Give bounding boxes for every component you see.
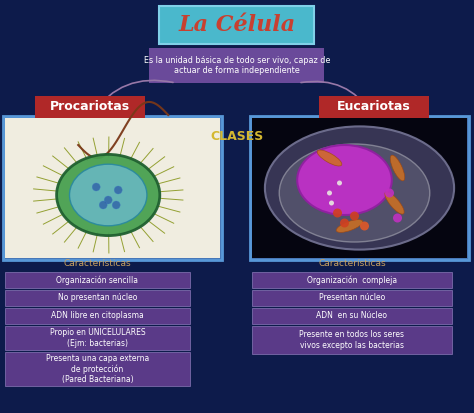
Text: Características: Características <box>64 259 131 268</box>
Bar <box>5 290 190 306</box>
Ellipse shape <box>265 126 454 249</box>
Circle shape <box>385 188 394 197</box>
Bar <box>252 290 452 306</box>
Text: Presente en todos los seres
vivos excepto las bacterias: Presente en todos los seres vivos except… <box>300 330 404 350</box>
Bar <box>252 326 452 354</box>
Circle shape <box>329 200 334 206</box>
Bar <box>252 272 452 288</box>
Circle shape <box>92 183 100 191</box>
Circle shape <box>327 190 332 195</box>
Text: Procariotas: Procariotas <box>50 100 130 114</box>
Bar <box>252 308 452 324</box>
Ellipse shape <box>385 192 404 214</box>
Circle shape <box>337 180 342 185</box>
Text: ADN libre en citoplasma: ADN libre en citoplasma <box>51 311 144 320</box>
Ellipse shape <box>70 164 147 226</box>
Bar <box>5 308 190 324</box>
Text: Es la unidad básica de todo ser vivo, capaz de
actuar de forma independiente: Es la unidad básica de todo ser vivo, ca… <box>144 56 330 75</box>
Ellipse shape <box>279 144 430 242</box>
Bar <box>252 118 467 258</box>
Text: La Célula: La Célula <box>178 14 296 36</box>
Text: Presenta una capa externa
de protección
(Pared Bacteriana): Presenta una capa externa de protección … <box>46 354 149 384</box>
Circle shape <box>104 196 112 204</box>
Ellipse shape <box>297 145 392 215</box>
Circle shape <box>114 186 122 194</box>
Text: Organización  compleja: Organización compleja <box>307 275 397 285</box>
Text: ADN  en su Núcleo: ADN en su Núcleo <box>317 311 388 320</box>
Circle shape <box>112 201 120 209</box>
Bar <box>319 96 429 118</box>
Text: Características: Características <box>318 259 386 268</box>
Circle shape <box>360 221 369 230</box>
Bar <box>5 352 190 386</box>
Text: Eucariotas: Eucariotas <box>337 100 411 114</box>
Bar <box>35 96 145 118</box>
Ellipse shape <box>390 155 405 181</box>
Circle shape <box>333 209 342 218</box>
Ellipse shape <box>336 220 363 233</box>
Bar <box>5 272 190 288</box>
Circle shape <box>99 201 107 209</box>
Bar <box>250 116 469 260</box>
Text: No presentan núcleo: No presentan núcleo <box>58 294 137 302</box>
Circle shape <box>340 218 349 228</box>
Text: CLASES: CLASES <box>210 130 264 142</box>
Circle shape <box>350 211 359 221</box>
Bar <box>159 6 315 44</box>
Ellipse shape <box>317 150 342 166</box>
Bar <box>5 326 190 350</box>
Ellipse shape <box>56 154 160 235</box>
Text: Presentan núcleo: Presentan núcleo <box>319 294 385 302</box>
Bar <box>5 118 220 258</box>
Text: Organización sencilla: Organización sencilla <box>56 275 138 285</box>
Text: Propio en UNICELULARES
(Ejm: bacterias): Propio en UNICELULARES (Ejm: bacterias) <box>50 328 146 348</box>
Circle shape <box>393 214 402 223</box>
Bar <box>149 48 325 83</box>
Bar <box>3 116 222 260</box>
